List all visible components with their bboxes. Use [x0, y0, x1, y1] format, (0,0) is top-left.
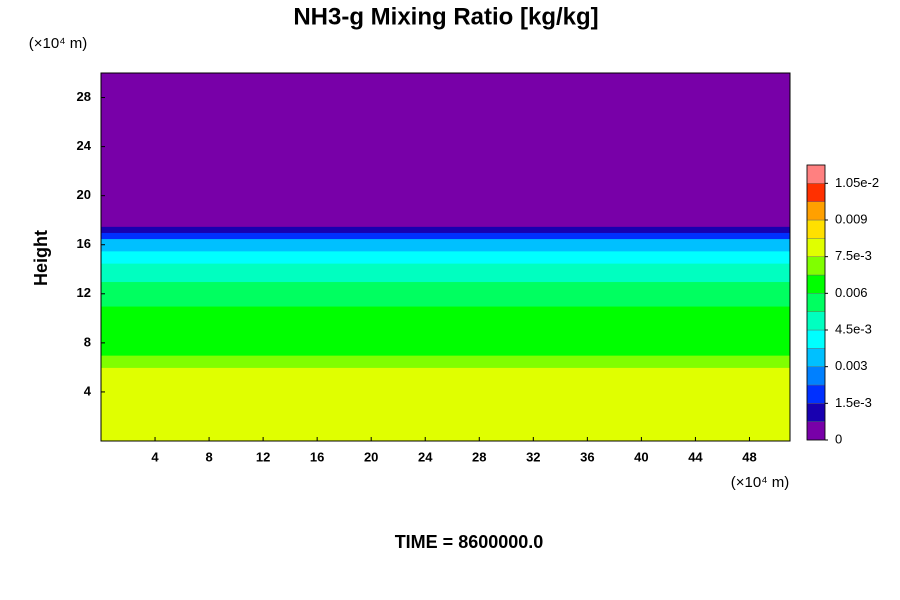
x-tick-label: 44: [688, 449, 703, 464]
x-tick-label: 20: [364, 449, 378, 464]
x-tick-label: 16: [310, 449, 324, 464]
plot-frame: [100, 72, 791, 442]
colorbar-tick-label: 0: [835, 431, 842, 446]
contour-band: [101, 238, 790, 252]
colorbar-segment: [806, 219, 826, 239]
y-tick-label: 20: [77, 187, 91, 202]
colorbar-tick-label: 0.009: [835, 211, 868, 226]
contour-band: [101, 263, 790, 270]
colorbar-frame: [806, 164, 826, 441]
contour-band: [101, 367, 790, 381]
y-tick-label: 24: [77, 138, 92, 153]
contour-band: [101, 73, 790, 227]
contour-band: [101, 355, 790, 368]
x-tick-label: 32: [526, 449, 540, 464]
contour-band: [101, 250, 790, 264]
colorbar-tick-label: 1.5e-3: [835, 395, 872, 410]
contour-band: [101, 330, 790, 344]
contour-band: [101, 306, 790, 319]
chart-title: NH3-g Mixing Ratio [kg/kg]: [293, 3, 598, 30]
contour-band: [101, 281, 790, 295]
contour-band: [101, 232, 790, 240]
colorbar-segment: [806, 403, 826, 422]
time-label: TIME = 8600000.0: [395, 532, 544, 552]
colorbar-segment: [806, 164, 826, 184]
x-unit: (×10⁴ m): [731, 474, 790, 491]
x-tick-label: 4: [151, 449, 159, 464]
contour-band: [101, 379, 790, 442]
x-tick-label: 36: [580, 449, 594, 464]
y-tick-label: 12: [77, 285, 91, 300]
y-tick-label: 8: [84, 334, 91, 349]
colorbar-segment: [806, 256, 826, 276]
colorbar-segment: [806, 384, 826, 404]
colorbar-segment: [806, 348, 826, 367]
x-tick-label: 28: [472, 449, 486, 464]
contour-band: [101, 342, 790, 356]
colorbar-segment: [806, 421, 826, 441]
contour-band: [101, 226, 790, 233]
contour-band: [101, 293, 790, 307]
colorbar-segment: [806, 366, 826, 386]
x-tick-label: 40: [634, 449, 648, 464]
colorbar-tick-label: 4.5e-3: [835, 321, 872, 336]
y-unit: (×10⁴ m): [29, 35, 88, 52]
colorbar-segment: [806, 293, 826, 312]
y-tick-label: 4: [84, 383, 92, 398]
colorbar-tick-label: 0.006: [835, 285, 868, 300]
y-tick-label: 16: [77, 236, 91, 251]
x-tick-label: 48: [742, 449, 756, 464]
y-axis-label: Height: [31, 230, 51, 286]
contour-band: [101, 318, 790, 332]
colorbar-segment: [806, 183, 826, 202]
colorbar-segment: [806, 311, 826, 331]
colorbar-segment: [806, 238, 826, 257]
x-tick-label: 24: [418, 449, 433, 464]
colorbar-tick-label: 7.5e-3: [835, 248, 872, 263]
colorbar-tick-label: 1.05e-2: [835, 175, 879, 190]
x-tick-label: 8: [205, 449, 212, 464]
colorbar-segment: [806, 274, 826, 294]
x-tick-label: 12: [256, 449, 270, 464]
colorbar-tick-label: 0.003: [835, 358, 868, 373]
colorbar-segment: [806, 201, 826, 221]
contour-band: [101, 269, 790, 283]
colorbar-segment: [806, 329, 826, 349]
y-tick-label: 28: [77, 89, 91, 104]
